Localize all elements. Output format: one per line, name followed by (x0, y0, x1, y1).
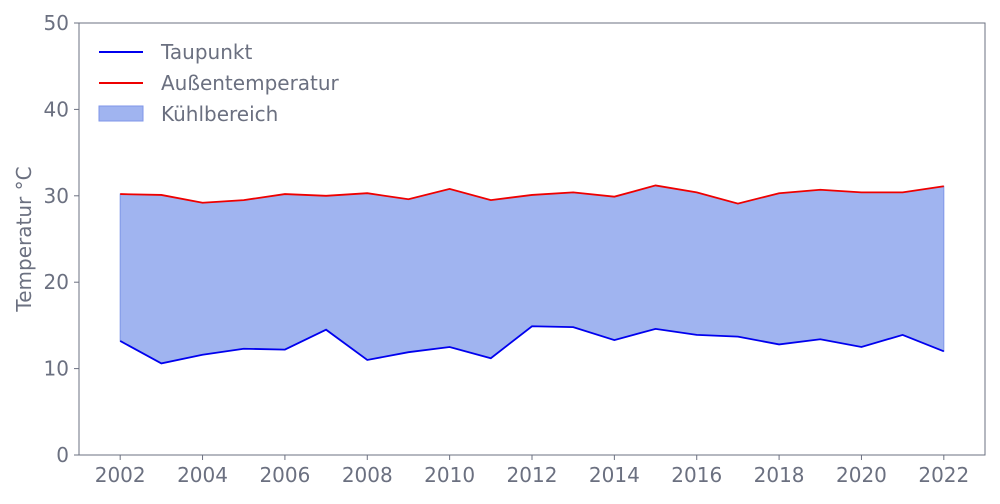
legend-label-1: Außentemperatur (161, 71, 340, 95)
x-tick-label: 2006 (259, 463, 310, 487)
x-tick-label: 2016 (671, 463, 722, 487)
x-tick-label: 2008 (342, 463, 393, 487)
x-tick-label: 2002 (95, 463, 146, 487)
y-tick-label: 50 (44, 11, 69, 35)
x-tick-label: 2010 (424, 463, 475, 487)
y-tick-label: 10 (44, 357, 69, 381)
series-line-1 (120, 184, 944, 205)
x-tick-label: 2018 (754, 463, 805, 487)
x-tick-label: 2020 (836, 463, 887, 487)
legend-label-0: Taupunkt (160, 40, 252, 64)
x-tick-label: 2004 (177, 463, 228, 487)
x-tick-label: 2014 (589, 463, 640, 487)
y-tick-label: 40 (44, 97, 69, 121)
series-line-0 (119, 325, 945, 365)
x-tick-label: 2012 (507, 463, 558, 487)
legend-label-2: Kühlbereich (161, 102, 278, 126)
y-tick-label: 30 (44, 184, 69, 208)
y-tick-label: 20 (44, 270, 69, 294)
y-tick-label: 0 (56, 443, 69, 467)
legend-swatch-2 (98, 105, 144, 122)
y-axis-label: Temperatur °C (12, 166, 36, 312)
x-tick-label: 2022 (918, 463, 969, 487)
fill-area-kuehlbereich (119, 184, 945, 364)
